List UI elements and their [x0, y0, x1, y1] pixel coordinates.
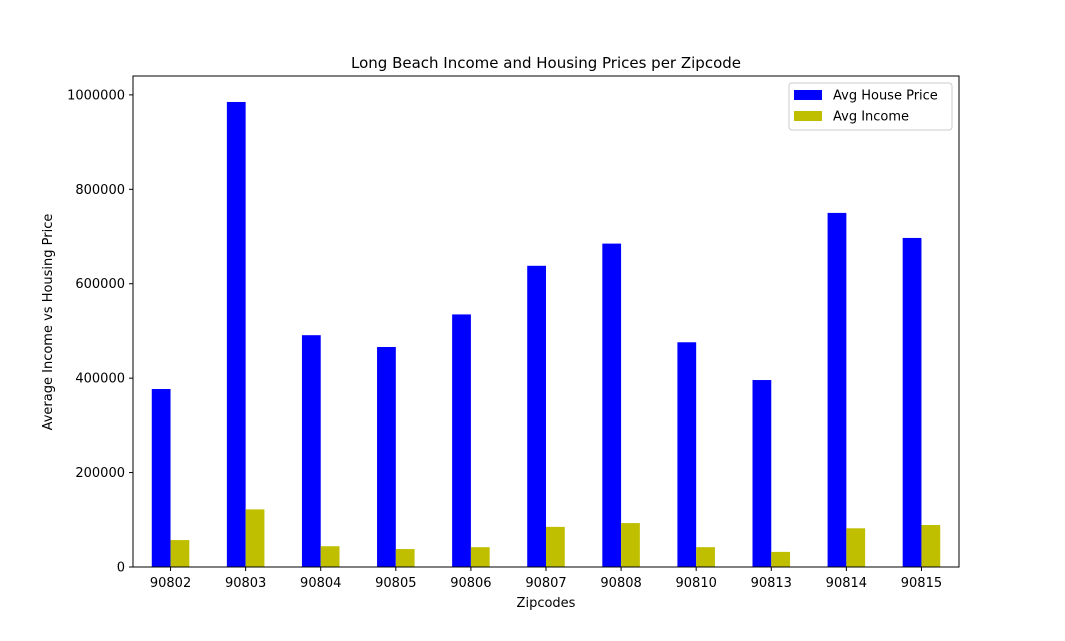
bar-avg-house-price-90810 [677, 342, 697, 567]
bar-avg-house-price-90804 [301, 335, 321, 567]
bar-avg-income-90802 [170, 540, 190, 567]
x-tick-label: 90808 [600, 576, 641, 591]
legend: Avg House Price Avg Income [788, 82, 953, 131]
x-tick-label: 90802 [150, 576, 191, 591]
x-tick-label: 90803 [225, 576, 266, 591]
x-tick-label: 90805 [375, 576, 416, 591]
bar-avg-income-90813 [771, 551, 791, 567]
bar-avg-house-price-90806 [452, 314, 471, 567]
bar-avg-house-price-90805 [377, 346, 396, 567]
bar-avg-house-price-90807 [527, 265, 546, 567]
x-tick-label: 90806 [450, 576, 491, 591]
y-tick-label: 200000 [75, 466, 125, 481]
legend-box [788, 82, 953, 131]
y-tick-label: 400000 [75, 372, 125, 387]
bars-layer [151, 101, 941, 567]
x-tick-label: 90807 [525, 576, 566, 591]
bar-avg-income-90807 [546, 526, 565, 567]
bar-avg-income-90810 [696, 547, 715, 567]
x-tick-label: 90804 [300, 576, 341, 591]
y-tick-label: 600000 [75, 277, 125, 292]
x-tick-label: 90813 [751, 576, 792, 591]
x-tick-label: 90810 [676, 576, 717, 591]
bar-avg-income-90806 [470, 547, 490, 567]
bar-avg-house-price-90803 [226, 101, 246, 567]
bar-avg-house-price-90802 [151, 389, 171, 567]
legend-label: Avg Income [833, 110, 909, 125]
bar-avg-income-90804 [320, 546, 340, 567]
bar-avg-income-90803 [245, 509, 265, 567]
bar-avg-income-90815 [921, 524, 941, 567]
bar-avg-income-90805 [395, 549, 415, 567]
x-axis-label: Zipcodes [517, 596, 576, 611]
legend-swatch-avg-house-price [794, 90, 822, 100]
bar-avg-house-price-90808 [602, 243, 622, 567]
y-tick-label: 1000000 [67, 88, 125, 103]
axes-layer: 0 200000 400000 600000 800000 1000000 90802 908… [67, 75, 960, 591]
legend-swatch-avg-income [794, 111, 822, 121]
chart-title: Long Beach Income and Housing Prices per… [351, 54, 741, 72]
bar-avg-house-price-90813 [752, 380, 772, 567]
bar-avg-income-90814 [846, 528, 866, 567]
bar-avg-income-90808 [621, 523, 640, 567]
y-tick-label: 0 [117, 561, 125, 576]
bar-avg-house-price-90814 [827, 212, 847, 567]
y-axis-label: Average Income vs Housing Price [41, 214, 56, 431]
x-tick-label: 90815 [901, 576, 942, 591]
legend-label: Avg House Price [833, 89, 938, 104]
bar-avg-house-price-90815 [902, 237, 922, 567]
y-tick-label: 800000 [75, 183, 125, 198]
x-tick-label: 90814 [826, 576, 867, 591]
